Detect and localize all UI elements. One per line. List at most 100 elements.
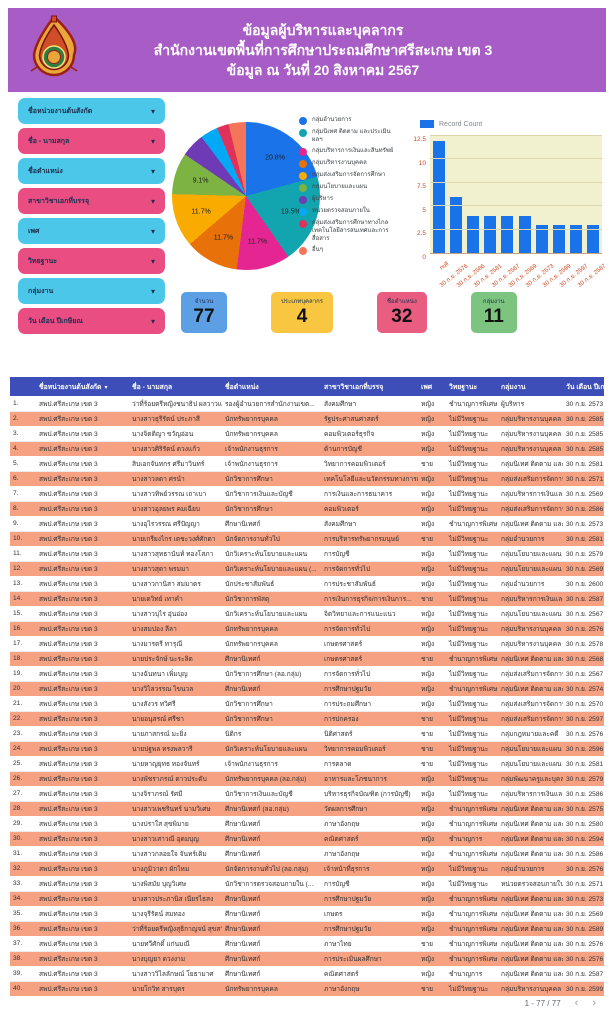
filter-chip-0[interactable]: ชื่อหน่วยงานต้นสังกัด ▾ <box>18 98 165 124</box>
table-cell: กลุ่มนิเทศ ติดตาม และประเมินผ... <box>498 816 563 832</box>
table-row[interactable]: 28. สพป.ศรีสะเกษ เขต 3 นางสาวเพชรินทร์ นาม… <box>10 801 604 816</box>
table-cell: 36. <box>10 921 36 936</box>
legend-item-2[interactable]: กลุ่มบริหารการเงินและสินทรัพย์ <box>299 147 401 156</box>
column-header-6[interactable]: วิทยฐานะ <box>446 377 498 396</box>
table-row[interactable]: 3. สพป.ศรีสะเกษ เขต 3 นางจิตติญา ขวัญอ่อนน… <box>10 426 604 442</box>
legend-item-7[interactable]: หน่วยตรวจสอบภายใน <box>299 207 401 216</box>
column-header-7[interactable]: กลุ่มงาน <box>498 377 563 396</box>
filter-chip-1[interactable]: ชื่อ - นามสกุล ▾ <box>18 128 165 154</box>
table-row[interactable]: 32. สพป.ศรีสะเกษ เขต 3 นางภูมิวาดา ผักไหมน… <box>10 861 604 876</box>
column-header-4[interactable]: สาขาวิชาเอกที่บรรจุ <box>321 377 418 396</box>
prev-page-icon[interactable]: ‹ <box>574 997 579 1009</box>
table-row[interactable]: 38. สพป.ศรีสะเกษ เขต 3 นางบุญยา ดวงงาม ศึกษ… <box>10 951 604 966</box>
legend-item-1[interactable]: กลุ่มนิเทศ ติดตาม และประเมินผลฯ <box>299 128 401 144</box>
table-row[interactable]: 15. สพป.ศรีสะเกษ เขต 3 นางสาวบุไร อุ่นอ่อง… <box>10 606 604 622</box>
bar-0[interactable] <box>432 140 445 253</box>
table-row[interactable]: 33. สพป.ศรีสะเกษ เขต 3 นางพิสมัย บุญวิเศษน… <box>10 876 604 892</box>
legend-item-0[interactable]: กลุ่มอำนวยการ <box>299 116 401 125</box>
legend-item-8[interactable]: กลุ่มส่งเสริมการศึกษาทางไกลเทคโนโลยีสารส… <box>299 219 401 243</box>
table-cell: หญิง <box>418 831 446 846</box>
table-row[interactable]: 6. สพป.ศรีสะเกษ เขต 3 นางสาวลดา ศรนำ นักวิช… <box>10 471 604 486</box>
filter-chip-3[interactable]: สาขาวิชาเอกที่บรรจุ ▾ <box>18 188 165 214</box>
table-cell: สพป.ศรีสะเกษ เขต 3 <box>36 546 129 562</box>
table-row[interactable]: 25. สพป.ศรีสะเกษ เขต 3 นายหาญยุทธ ทองจันทร… <box>10 756 604 772</box>
table-row[interactable]: 35. สพป.ศรีสะเกษ เขต 3 นางจุรีรัตน์ สมทองศ… <box>10 906 604 922</box>
table-row[interactable]: 14. สพป.ศรีสะเกษ เขต 3 นายเดวิทย์ เทาคำ นัก… <box>10 591 604 606</box>
legend-item-6[interactable]: ผู้บริหาร <box>299 195 401 204</box>
bar-1[interactable] <box>449 196 462 253</box>
filter-chip-7[interactable]: วัน เดือน ปีเกษียณ ▾ <box>18 308 165 334</box>
table-row[interactable]: 12. สพป.ศรีสะเกษ เขต 3 นางสาวสุดา พรมมา นัก… <box>10 561 604 576</box>
table-cell: สพป.ศรีสะเกษ เขต 3 <box>36 426 129 442</box>
table-row[interactable]: 29. สพป.ศรีสะเกษ เขต 3 นางปราใส สุขพิมาย ศึ… <box>10 816 604 832</box>
table-row[interactable]: 11. สพป.ศรีสะเกษ เขต 3 นางสาวสุทธานันท์ ทอ… <box>10 546 604 562</box>
table-cell: 10. <box>10 531 36 546</box>
table-row[interactable]: 1. สพป.ศรีสะเกษ เขต 3 ว่าที่ร้อยตรีหญิงชนา… <box>10 396 604 412</box>
table-row[interactable]: 30. สพป.ศรีสะเกษ เขต 3 นางสาวเสาวณี อุดมบุ… <box>10 831 604 846</box>
table-cell: สพป.ศรีสะเกษ เขต 3 <box>36 936 129 952</box>
table-cell: 39. <box>10 966 36 982</box>
bar-4[interactable] <box>501 215 514 253</box>
bar-8[interactable] <box>570 224 583 253</box>
table-cell: นักวิชาการศึกษา <box>222 696 321 712</box>
legend-item-3[interactable]: กลุ่มบริหารงานบุคคล <box>299 159 401 168</box>
table-row[interactable]: 2. สพป.ศรีสะเกษ เขต 3 นางสาวธุรีรัตน์ ประภ… <box>10 411 604 426</box>
legend-item-9[interactable]: อื่นๆ <box>299 246 401 255</box>
column-header-8[interactable]: วัน เดือน ปีเกษียณ <box>563 377 604 396</box>
next-page-icon[interactable]: › <box>592 997 596 1009</box>
table-row[interactable]: 19. สพป.ศรีสะเกษ เขต 3 นางฉันทนา เพิ่มบุญน… <box>10 666 604 682</box>
bar-chart[interactable]: Record Count 0 2.5 5 7.5 10 12.5 null 30 ก.ย. … <box>408 112 608 289</box>
table-cell: นางจิตติญา ขวัญอ่อน <box>129 426 222 442</box>
legend-item-4[interactable]: กลุ่มส่งเสริมการจัดการศึกษา <box>299 171 401 180</box>
table-row[interactable]: 39. สพป.ศรีสะเกษ เขต 3 นางสาววิไลลักษณ์ โย… <box>10 966 604 982</box>
table-row[interactable]: 34. สพป.ศรีสะเกษ เขต 3 นางสาวประภานิส เนีย… <box>10 891 604 906</box>
table-row[interactable]: 23. สพป.ศรีสะเกษ เขต 3 นายภาสกรณ์ มะยิ่ง นิ… <box>10 726 604 742</box>
table-row[interactable]: 22. สพป.ศรีสะเกษ เขต 3 นายอนุสรณ์ ศรีชา นัก… <box>10 711 604 726</box>
legend-item-5[interactable]: กลุ่มนโยบายและแผน <box>299 183 401 192</box>
bar-5[interactable] <box>518 215 531 253</box>
column-header-2[interactable]: ชื่อ - นามสกุล <box>129 377 222 396</box>
bar-9[interactable] <box>587 224 600 253</box>
table-row[interactable]: 31. สพป.ศรีสะเกษ เขต 3 นางสาวกลอยใจ จันทร์… <box>10 846 604 862</box>
table-row[interactable]: 40. สพป.ศรีสะเกษ เขต 3 นายโกวิท สารบุตร นัก… <box>10 981 604 996</box>
table-row[interactable]: 16. สพป.ศรีสะเกษ เขต 3 นางสมปอง ลีลา นักทรั… <box>10 621 604 636</box>
column-header-0[interactable] <box>10 377 36 396</box>
table-cell: สพป.ศรีสะเกษ เขต 3 <box>36 861 129 876</box>
bar-2[interactable] <box>466 215 479 253</box>
filter-chip-4[interactable]: เพศ ▾ <box>18 218 165 244</box>
table-row[interactable]: 17. สพป.ศรีสะเกษ เขต 3 นางมารตรี ทารุณี นัก… <box>10 636 604 652</box>
pie-chart[interactable]: 20.8% 19.5% 11.7% 11.7% 11.7% 9.1% <box>172 122 320 270</box>
column-header-1[interactable]: ชื่อหน่วยงานต้นสังกัด ▾ <box>36 377 129 396</box>
table-cell: 30 ก.ย. 2586 <box>563 846 604 862</box>
table-row[interactable]: 10. สพป.ศรีสะเกษ เขต 3 นายเกรียงไกร เตชะวง… <box>10 531 604 546</box>
table-row[interactable]: 13. สพป.ศรีสะเกษ เขต 3 นางสาวกานิสา สมมาตร… <box>10 576 604 592</box>
table-row[interactable]: 5. สพป.ศรีสะเกษ เขต 3 สิบเอกจันทกร ศรีมาวิ… <box>10 456 604 472</box>
column-header-3[interactable]: ชื่อตำแหน่ง <box>222 377 321 396</box>
table-cell: 30 ก.ย. 2569 <box>563 561 604 576</box>
table-row[interactable]: 26. สพป.ศรีสะเกษ เขต 3 นางพัชราภรณ์ ดาวประ… <box>10 771 604 786</box>
table-row[interactable]: 21. สพป.ศรีสะเกษ เขต 3 นางสังวร ทวิศรี นักว… <box>10 696 604 712</box>
table-row[interactable]: 24. สพป.ศรีสะเกษ เขต 3 นายปฐพล ทรงพลวารี นั… <box>10 741 604 756</box>
table-cell: หญิง <box>418 861 446 876</box>
bar-6[interactable] <box>535 224 548 253</box>
bar-7[interactable] <box>552 224 565 253</box>
filter-chip-2[interactable]: ชื่อตำแหน่ง ▾ <box>18 158 165 184</box>
table-row[interactable]: 7. สพป.ศรีสะเกษ เขต 3 นางสาวทิพย์วรรณ เถาเ… <box>10 486 604 502</box>
table-row[interactable]: 36. สพป.ศรีสะเกษ เขต 3 ว่าที่ร้อยตรีหญิงสุ… <box>10 921 604 936</box>
table-cell: ไม่มีวิทยฐานะ <box>446 501 498 516</box>
legend-color-dot <box>299 129 307 137</box>
table-row[interactable]: 37. สพป.ศรีสะเกษ เขต 3 นายทวีศักดิ์ แก่นมณ… <box>10 936 604 952</box>
filter-chip-6[interactable]: กลุ่มงาน ▾ <box>18 278 165 304</box>
table-cell: สพป.ศรีสะเกษ เขต 3 <box>36 921 129 936</box>
bar-3[interactable] <box>484 215 497 253</box>
table-row[interactable]: 9. สพป.ศรีสะเกษ เขต 3 นางอุไรวรรณ ศรีปัญญา… <box>10 516 604 532</box>
table-row[interactable]: 4. สพป.ศรีสะเกษ เขต 3 นางสาวศิริรัตน์ ดวงแ… <box>10 441 604 456</box>
table-row[interactable]: 18. สพป.ศรีสะเกษ เขต 3 นายประจักษ์ นะระลิต… <box>10 651 604 666</box>
table-row[interactable]: 20. สพป.ศรีสะเกษ เขต 3 นางวิไลวรรณ ไขนวล ศึ… <box>10 681 604 696</box>
table-row[interactable]: 27. สพป.ศรีสะเกษ เขต 3 นางจิราภรณ์ รัศมี นั… <box>10 786 604 802</box>
table-cell: ชำนาญการพิเศษ <box>446 846 498 862</box>
table-row[interactable]: 8. สพป.ศรีสะเกษ เขต 3 นางสาวอุลยพร คมเฉียบ… <box>10 501 604 516</box>
column-header-5[interactable]: เพศ <box>418 377 446 396</box>
table-cell: นักวิชาการศึกษา <box>222 471 321 486</box>
filter-chip-5[interactable]: วิทยฐานะ ▾ <box>18 248 165 274</box>
